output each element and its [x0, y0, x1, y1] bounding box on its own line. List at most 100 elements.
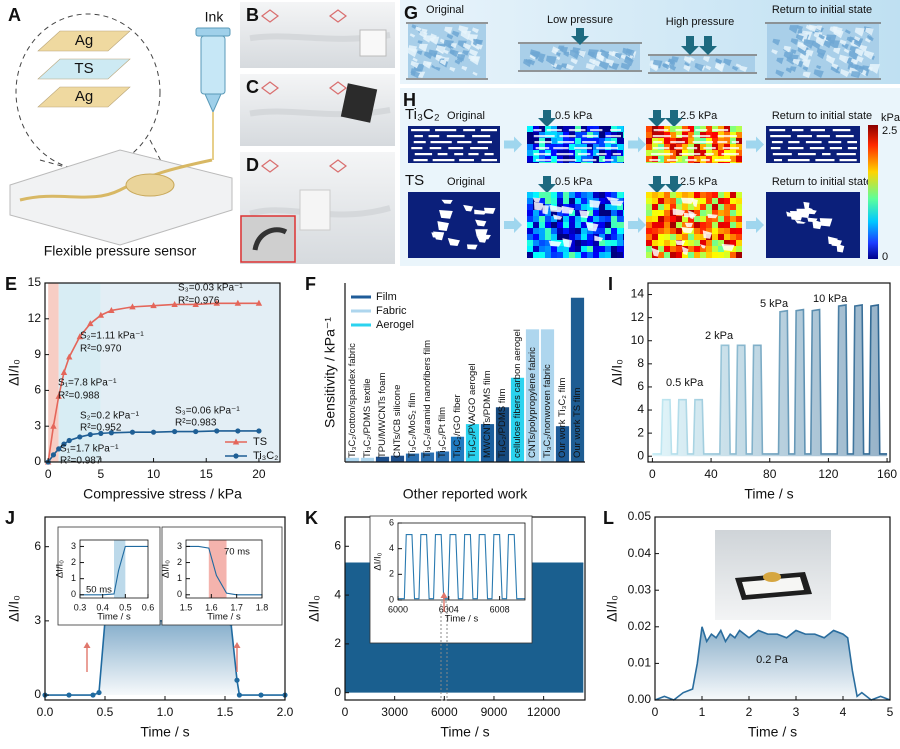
stress-cell	[688, 132, 694, 138]
stress-cell	[718, 222, 724, 228]
stress-cell	[551, 234, 557, 240]
stress-cell	[617, 144, 623, 150]
stress-cell	[676, 198, 682, 204]
flake	[805, 141, 822, 144]
stress-cell	[545, 246, 551, 252]
photo-detail	[763, 572, 781, 582]
stress-cell	[646, 246, 652, 252]
marker	[55, 392, 62, 399]
category-label: Ti₃C₂/cotton/spandex fabric	[347, 343, 358, 458]
grain	[532, 197, 541, 203]
stress-cell	[575, 240, 581, 246]
stress-cell	[539, 228, 545, 234]
arrow	[699, 36, 717, 55]
stress-cell	[676, 234, 682, 240]
x-tick-label: 0	[342, 705, 349, 719]
x-tick-label: 0.3	[74, 602, 87, 612]
y-tick-label: 8	[637, 356, 644, 370]
plot-frame	[44, 282, 281, 463]
y-tick-label: 2	[334, 636, 341, 650]
foam-cell	[451, 30, 460, 38]
x-axis-label: Time / s	[207, 612, 241, 623]
foam-cell	[417, 40, 423, 45]
foam-cell	[816, 47, 827, 57]
stress-cell	[623, 192, 624, 198]
stress-cell	[712, 162, 718, 163]
flow-arrow	[628, 136, 646, 153]
layer-label: Ag	[75, 88, 93, 105]
x-axis-label: Other reported work	[403, 486, 528, 502]
y-axis-label: Sensitivity / kPa⁻¹	[322, 317, 338, 428]
bar	[495, 407, 510, 462]
stress-cell	[688, 240, 694, 246]
stress-cell	[593, 162, 599, 163]
arrow	[665, 110, 683, 127]
stress-cell	[664, 192, 670, 198]
foam-cell	[552, 46, 560, 53]
annotation: 5 kPa	[760, 298, 789, 310]
stress-cell	[652, 198, 658, 204]
stress-cell	[617, 138, 623, 144]
foam-cell	[419, 30, 428, 39]
stress-cell	[730, 228, 736, 234]
bar	[375, 456, 390, 462]
pressure-arrow-head	[440, 592, 448, 598]
grain	[562, 238, 573, 248]
stress-cell	[569, 222, 575, 228]
stress-cell	[587, 234, 593, 240]
stress-cell	[670, 246, 676, 252]
y-tick-label: 0	[389, 594, 394, 604]
stress-cell	[688, 192, 694, 198]
grain	[441, 199, 453, 204]
photo-detail	[742, 577, 804, 595]
stress-cell	[545, 252, 551, 258]
marker	[108, 306, 115, 313]
stress-cell	[646, 126, 652, 132]
stress-cell	[551, 162, 557, 163]
foam-cell	[861, 65, 870, 72]
stress-cell	[712, 138, 718, 144]
stage-label: Original	[447, 176, 485, 188]
marker	[171, 300, 178, 307]
stage-label: High pressure	[666, 16, 734, 28]
bar	[555, 426, 570, 462]
foam-cell	[831, 63, 839, 70]
y-tick-label: 3	[34, 418, 41, 432]
stress-cell	[700, 204, 706, 210]
flake	[653, 141, 663, 144]
stage-label: Return to initial state	[772, 4, 872, 16]
photo-detail	[261, 9, 347, 23]
grain	[789, 211, 804, 221]
flake	[832, 129, 851, 132]
stress-cell	[551, 216, 557, 222]
stress-cell	[730, 126, 736, 132]
foam-cell	[850, 58, 859, 65]
foam-cell	[468, 54, 476, 62]
stress-cell	[682, 222, 688, 228]
stress-cell	[646, 216, 652, 222]
stress-cell	[539, 192, 545, 198]
stress-cell	[736, 156, 742, 162]
flake	[674, 147, 683, 150]
stress-cell	[736, 162, 742, 163]
stress-cell	[551, 252, 557, 258]
grain	[533, 201, 544, 211]
stress-cell	[658, 252, 664, 258]
stress-cell	[605, 126, 611, 132]
stress-cell	[527, 198, 533, 204]
bar	[390, 455, 405, 462]
stress-cell	[599, 204, 605, 210]
stress-cell	[617, 234, 623, 240]
material-label: Ti₃C₂	[405, 106, 440, 123]
foam-cell	[802, 71, 811, 78]
flake	[610, 129, 621, 132]
stress-cell	[587, 210, 593, 216]
marker	[236, 692, 242, 698]
stress-cell	[527, 252, 533, 258]
stress-cell	[730, 252, 736, 258]
flake	[703, 147, 716, 150]
x-tick-label: 1	[699, 705, 706, 719]
grain	[594, 235, 604, 242]
stress-cell	[617, 240, 623, 246]
stress-cell	[527, 204, 533, 210]
